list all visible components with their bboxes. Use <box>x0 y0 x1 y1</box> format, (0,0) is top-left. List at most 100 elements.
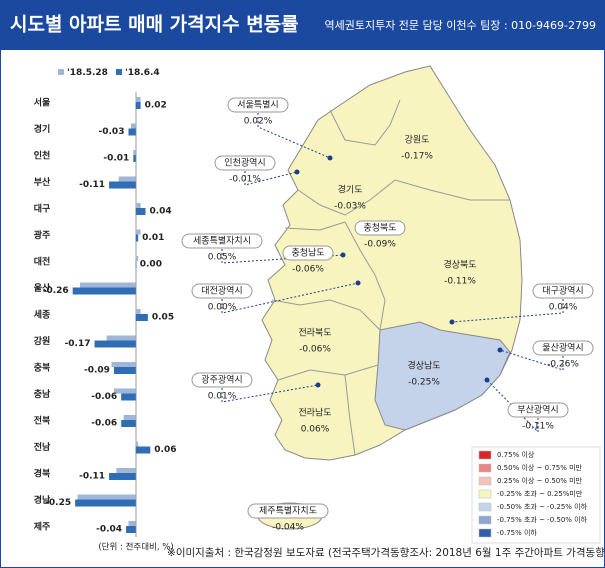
value-label: -0.11 <box>79 180 105 190</box>
city-dot <box>315 382 321 388</box>
leader-line <box>486 379 539 434</box>
region-value: -0.26% <box>547 360 579 370</box>
leader-line <box>451 299 564 323</box>
region-name: 강원도 <box>405 135 430 146</box>
map-legend-swatch <box>478 515 492 525</box>
city-dot <box>497 347 503 353</box>
map: 서울특별시 0.02% 인천광역시 -0.01% 강원도 -0.17% 경기도 -0.03% 충… <box>181 65 594 533</box>
category-label: 충북 <box>34 362 51 374</box>
bar <box>135 309 141 314</box>
map-legend-swatch <box>478 502 492 512</box>
legend-swatch <box>58 69 64 75</box>
bar <box>109 473 136 480</box>
bar <box>109 181 136 189</box>
region-name: 제주특별자치도 <box>259 505 317 517</box>
value-label: -0.26 <box>43 286 69 296</box>
region-name: 충청남도 <box>291 248 324 259</box>
leader-line <box>221 282 359 314</box>
value-label: -0.25 <box>45 498 71 508</box>
map-legend-label: -0.75% 초과 ~ -0.50% 이하 <box>497 515 588 524</box>
region-value: 0.06% <box>301 425 330 435</box>
category-label: 광주 <box>34 229 51 241</box>
category-label: 인천 <box>34 151 51 162</box>
value-label: -0.11 <box>79 472 105 482</box>
region-value: -0.03% <box>334 202 366 212</box>
region-name: 부산광역시 <box>517 404 558 416</box>
label-box <box>354 220 406 236</box>
bar <box>72 287 136 295</box>
region-value: 0.02% <box>244 117 273 127</box>
bar <box>135 441 139 447</box>
region-name: 경상남도 <box>407 360 440 372</box>
map-legend-swatch <box>478 528 492 538</box>
city-dot <box>355 280 361 286</box>
map-legend-label: -0.75% 이하 <box>497 528 537 537</box>
region-name: 대전광역시 <box>201 285 242 297</box>
map-legend-label: 0.50% 이상 ~ 0.75% 미만 <box>497 463 583 472</box>
label-box <box>532 340 594 356</box>
region-value: -0.11% <box>522 422 554 432</box>
unit-note: (단위 : 전주대비, %) <box>98 542 173 553</box>
region-value: 0.05% <box>208 253 237 263</box>
map-legend-swatch <box>478 463 492 473</box>
map-legend-label: 0.25% 이상 ~ 0.50% 미만 <box>497 476 583 485</box>
category-label: 전남 <box>34 441 51 453</box>
city-dot <box>484 377 490 383</box>
label-box <box>227 97 289 113</box>
legend-label: '18.6.4 <box>125 68 160 78</box>
region-name: 경기도 <box>338 184 363 196</box>
bar <box>135 446 151 454</box>
bar <box>135 234 139 242</box>
label-box <box>214 155 276 171</box>
legend-label: '18.5.28 <box>67 68 108 78</box>
value-label: 0.00 <box>140 260 162 270</box>
region-name: 서울특별시 <box>237 100 278 111</box>
bar <box>121 393 136 401</box>
map-legend-label: -0.50% 초과 ~ -0.25% 이하 <box>497 502 588 511</box>
borders <box>271 99 510 456</box>
category-label: 전북 <box>34 415 51 427</box>
category-label: 경남 <box>34 494 51 506</box>
map-legend-swatch <box>478 450 492 460</box>
category-label: 서울 <box>34 97 51 109</box>
leader-line <box>221 384 319 403</box>
bar <box>79 282 136 288</box>
region-value: -0.09% <box>364 240 396 250</box>
map-legend-swatch <box>478 489 492 499</box>
label-box <box>191 283 253 299</box>
label-box <box>532 283 594 299</box>
category-label: 제주 <box>34 521 51 533</box>
city-dot <box>294 169 300 175</box>
region-name: 광주광역시 <box>201 374 242 386</box>
value-label: 0.01 <box>142 233 164 243</box>
gyeongnam-area <box>374 321 511 431</box>
title: 시도별 아파트 매매 가격지수 변동률 <box>10 14 299 36</box>
map-legend-label: -0.25% 초과 ~ 0.25%미만 <box>497 489 583 498</box>
region-value: -0.06% <box>292 265 324 275</box>
city-dot <box>340 252 346 258</box>
bar <box>130 123 136 129</box>
map-legend-swatch <box>478 476 492 486</box>
value-label: 0.05 <box>152 313 174 323</box>
category-label: 강원 <box>34 335 51 347</box>
leader-line <box>499 349 564 371</box>
bar <box>135 261 137 268</box>
region-value: -0.25% <box>408 378 440 388</box>
value-label: -0.04 <box>96 525 122 535</box>
region-name: 대구광역시 <box>542 285 583 297</box>
leader-line <box>257 113 331 159</box>
region-value: 0.01% <box>208 392 237 402</box>
bar <box>116 468 136 473</box>
value-label: 0.02 <box>145 101 167 111</box>
label-box <box>181 233 263 249</box>
category-label: 대구 <box>34 203 51 215</box>
value-label: -0.06 <box>91 392 117 402</box>
bar <box>135 208 146 215</box>
label-box <box>282 245 334 261</box>
value-label: -0.03 <box>99 127 125 137</box>
bar <box>135 256 139 261</box>
category-label: 부산 <box>34 176 51 188</box>
category-label: 경북 <box>34 468 51 480</box>
region-name: 전라남도 <box>298 408 331 419</box>
region-value: -0.17% <box>401 152 433 162</box>
